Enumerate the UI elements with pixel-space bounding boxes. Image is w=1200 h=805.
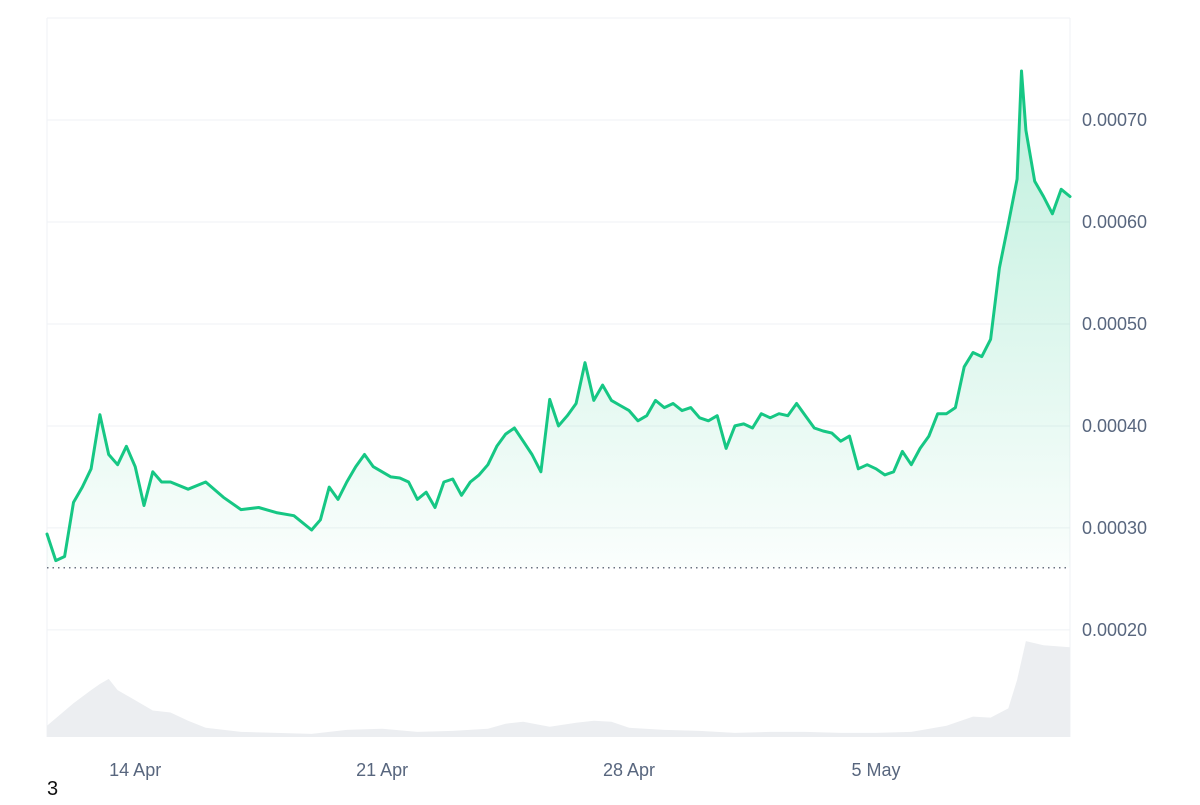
volume-area	[47, 641, 1070, 737]
price-area	[47, 71, 1070, 568]
y-tick-label: 0.00040	[1082, 416, 1147, 436]
x-tick-label: 21 Apr	[356, 760, 408, 780]
footer-label: 3	[47, 778, 58, 801]
y-tick-label: 0.00020	[1082, 620, 1147, 640]
y-tick-label: 0.00070	[1082, 110, 1147, 130]
x-axis-labels: 14 Apr 21 Apr 28 Apr 5 May	[109, 760, 900, 780]
y-tick-label: 0.00060	[1082, 212, 1147, 232]
y-axis-labels: 0.00020 0.00030 0.00040 0.00050 0.00060 0.000…	[1082, 110, 1147, 640]
x-tick-label: 5 May	[851, 760, 900, 780]
x-tick-label: 28 Apr	[603, 760, 655, 780]
y-tick-label: 0.00050	[1082, 314, 1147, 334]
x-tick-label: 14 Apr	[109, 760, 161, 780]
grid-lines	[47, 18, 1070, 737]
price-area-group	[47, 71, 1070, 568]
y-tick-label: 0.00030	[1082, 518, 1147, 538]
volume-area-group	[47, 641, 1070, 737]
